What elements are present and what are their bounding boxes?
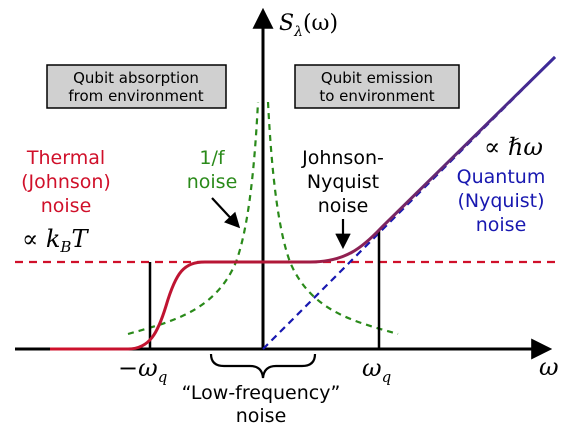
emission-box: Qubit emission to environment	[294, 64, 460, 109]
one-over-f-label: 1/f noise	[187, 147, 238, 193]
svg-text:Nyquist: Nyquist	[307, 171, 379, 193]
one-over-f-curve-left	[127, 101, 260, 336]
svg-text:1/f: 1/f	[199, 147, 225, 169]
svg-text:noise: noise	[41, 195, 92, 217]
svg-text:noise: noise	[318, 195, 369, 217]
low-frequency-label-line-2: noise	[236, 405, 287, 427]
pos-omega-q-label: ωq	[362, 354, 391, 386]
svg-text:noise: noise	[476, 214, 527, 236]
absorption-box-line-2: from environment	[68, 87, 203, 105]
emission-box-line-1: Qubit emission	[321, 69, 433, 87]
neg-omega-q-label: −ωq	[118, 354, 167, 386]
absorption-box-line-1: Qubit absorption	[73, 69, 199, 87]
total-spectrum-curve	[50, 55, 557, 351]
kbt-label: ∝ kBT	[22, 225, 89, 256]
emission-box-line-2: to environment	[319, 87, 434, 105]
quantum-noise-line	[262, 56, 556, 350]
x-axis-label: ω	[539, 353, 559, 381]
y-axis-label: Sλ(ω)	[279, 11, 338, 40]
one-over-f-arrow	[211, 197, 241, 229]
absorption-box: Qubit absorption from environment	[46, 64, 227, 109]
svg-text:(Johnson): (Johnson)	[21, 171, 111, 193]
svg-text:Johnson-: Johnson-	[301, 147, 384, 169]
svg-text:Quantum: Quantum	[457, 166, 546, 188]
svg-text:noise: noise	[187, 171, 238, 193]
svg-text:Thermal: Thermal	[26, 147, 105, 169]
low-frequency-brace	[209, 353, 317, 379]
low-frequency-label-line-1: “Low-frequency”	[182, 382, 341, 404]
thermal-noise-label: Thermal (Johnson) noise	[21, 147, 111, 217]
hbar-omega-label: ∝ ℏω	[484, 133, 543, 161]
johnson-nyquist-label: Johnson- Nyquist noise	[301, 147, 384, 217]
one-over-f-curve-right	[266, 101, 399, 336]
svg-text:(Nyquist): (Nyquist)	[457, 190, 544, 212]
quantum-noise-label: Quantum (Nyquist) noise	[457, 166, 546, 236]
